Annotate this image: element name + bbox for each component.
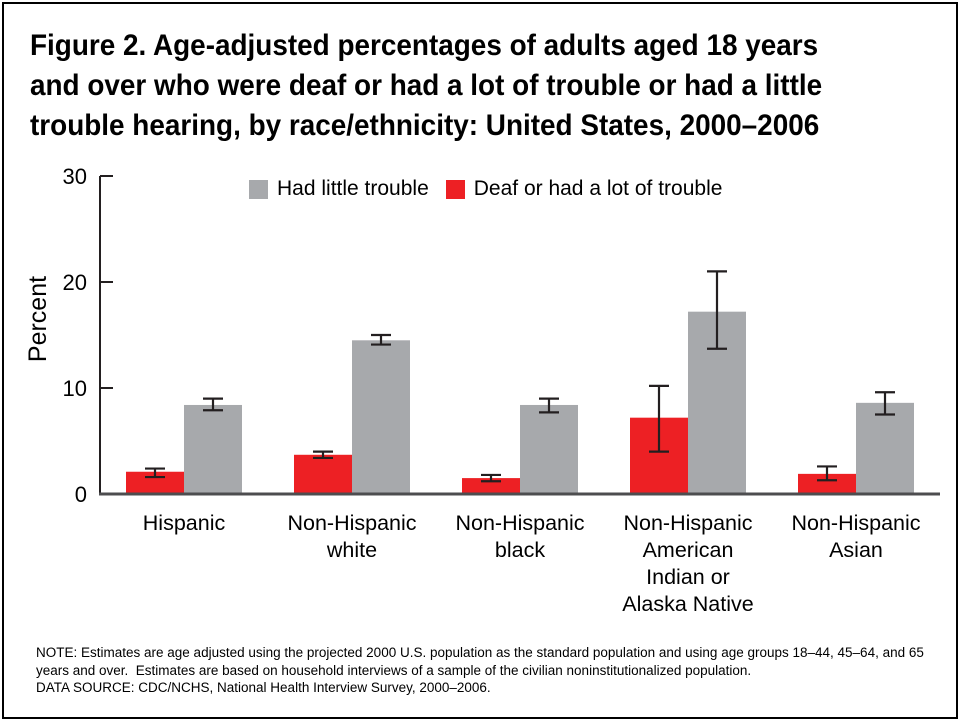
y-tick-label: 0 (75, 482, 87, 507)
x-category-label: Non-Hispanic Asian (791, 511, 920, 562)
y-tick-label: 10 (63, 376, 87, 401)
x-category-label: Non-Hispanic black (455, 511, 584, 562)
chart-legend: Had little trouble Deaf or had a lot of t… (249, 177, 722, 201)
x-category-label: Hispanic (143, 511, 226, 535)
y-tick-label: 20 (63, 270, 87, 295)
bar-little_trouble (520, 404, 578, 494)
bar-little_trouble (856, 402, 914, 494)
bar-deaf_lot (294, 454, 352, 494)
bar-little_trouble (352, 340, 410, 494)
y-axis-title: Percent (24, 276, 52, 362)
figure-title-line-3: trouble hearing, by race/ethnicity: Unit… (30, 109, 820, 142)
legend-swatch-icon (249, 179, 268, 199)
legend-label: Deaf or had a lot of trouble (473, 177, 723, 200)
bar-deaf_lot (798, 473, 856, 494)
data-source-line: DATA SOURCE: CDC/NCHS, National Health I… (36, 680, 491, 695)
note-line-1: NOTE: Estimates are age adjusted using t… (36, 645, 924, 660)
legend-swatch-icon (445, 179, 465, 199)
figure-notes: NOTE: Estimates are age adjusted using t… (36, 644, 924, 697)
legend-item-2: Deaf or had a lot of trouble (445, 177, 723, 201)
x-category-label: Non-Hispanic white (287, 511, 416, 562)
bar-deaf_lot (126, 471, 184, 494)
x-category-label: Non-Hispanic American Indian or Alaska Nati… (622, 511, 753, 616)
note-line-2: years and over. Estimates are based on h… (36, 662, 752, 678)
figure-title-line-1: Figure 2. Age-adjusted percentages of ad… (30, 29, 819, 62)
figure-title-line-2: and over who were deaf or had a lot of t… (30, 69, 823, 102)
bar-little_trouble (184, 404, 242, 494)
legend-item-1: Had little trouble (249, 177, 429, 201)
figure-title: Figure 2. Age-adjusted percentages of ad… (30, 26, 882, 146)
y-tick-label: 30 (63, 164, 87, 189)
legend-label: Had little trouble (277, 177, 429, 200)
bar-deaf_lot (462, 478, 520, 494)
